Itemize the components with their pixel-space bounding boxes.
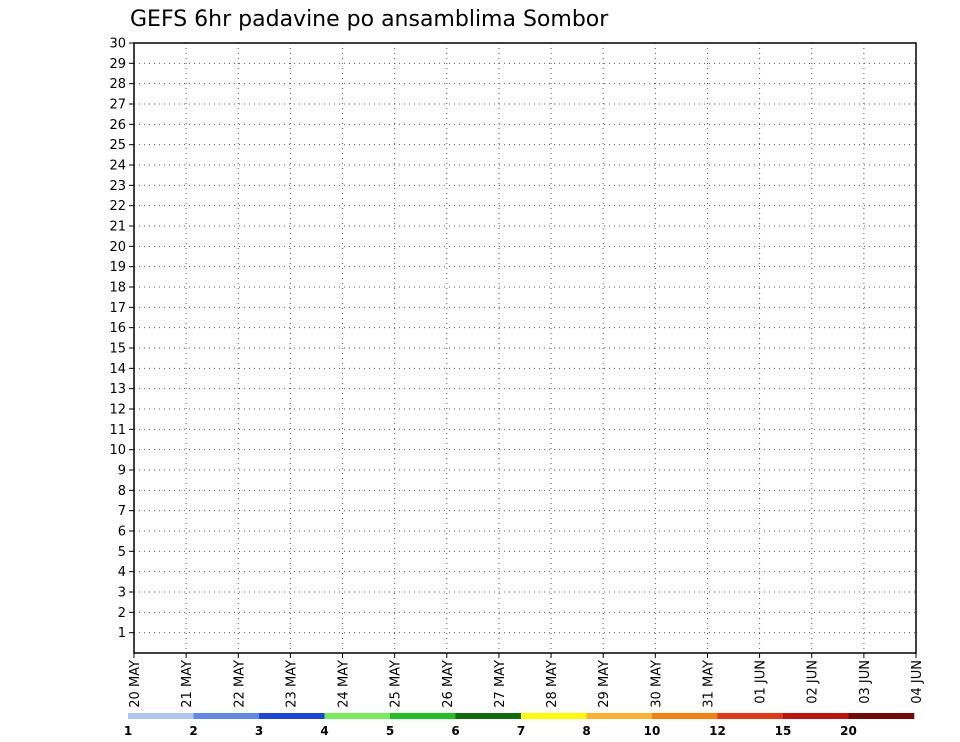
colorbar-swatch — [390, 713, 456, 719]
y-tick-label: 4 — [118, 565, 126, 580]
x-tick-label: 25 MAY — [389, 660, 404, 708]
x-tick-label: 22 MAY — [232, 660, 247, 708]
y-tick-label: 24 — [109, 159, 126, 174]
colorbar: 1 2 3 4 5 6 7 8 10 12 15 20 — [124, 713, 915, 738]
colorbar-label: 6 — [451, 724, 459, 738]
colorbar-swatch — [128, 713, 194, 719]
colorbar-label: 1 — [124, 724, 132, 738]
y-tick-label: 19 — [109, 260, 126, 275]
y-tick-label: 18 — [109, 281, 126, 296]
x-tick-label: 29 MAY — [597, 660, 612, 708]
colorbar-swatch — [586, 713, 653, 719]
colorbar-label: 8 — [582, 724, 590, 738]
colorbar-swatch — [193, 713, 260, 719]
y-tick-label: 12 — [109, 403, 126, 418]
y-tick-label: 11 — [109, 423, 126, 438]
x-axis: 20 MAY 21 MAY 22 MAY 23 MAY 24 MAY 25 MAY 26 M… — [128, 653, 925, 708]
x-tick-label: 21 MAY — [180, 660, 195, 708]
y-tick-label: 2 — [118, 606, 126, 621]
y-tick-label: 5 — [118, 545, 126, 560]
x-tick-label: 23 MAY — [284, 660, 299, 708]
colorbar-label: 12 — [709, 724, 726, 738]
y-tick-label: 16 — [109, 321, 126, 336]
colorbar-swatch — [848, 713, 915, 719]
x-tick-label: 26 MAY — [441, 660, 456, 708]
x-tick-label: 31 MAY — [701, 660, 716, 708]
colorbar-swatch — [259, 713, 325, 719]
x-tick-label: 20 MAY — [128, 660, 143, 708]
y-axis: 1234567891011121314151617181920212223242… — [109, 37, 134, 641]
y-tick-label: 14 — [109, 362, 126, 377]
colorbar-label: 7 — [517, 724, 525, 738]
colorbar-label: 4 — [320, 724, 328, 738]
y-tick-label: 10 — [109, 443, 126, 458]
colorbar-swatch — [783, 713, 849, 719]
colorbar-label: 3 — [255, 724, 263, 738]
y-tick-label: 21 — [109, 220, 126, 235]
y-tick-label: 3 — [118, 586, 126, 601]
x-tick-label: 27 MAY — [493, 660, 508, 708]
grid-lines — [134, 42, 916, 653]
y-tick-label: 20 — [109, 240, 126, 255]
colorbar-swatch — [324, 713, 391, 719]
colorbar-swatch — [455, 713, 522, 719]
colorbar-swatch — [652, 713, 718, 719]
y-tick-label: 6 — [118, 525, 126, 540]
colorbar-label: 5 — [386, 724, 394, 738]
y-tick-label: 13 — [109, 382, 126, 397]
x-tick-label: 28 MAY — [545, 660, 560, 708]
y-tick-label: 1 — [118, 626, 126, 641]
colorbar-label: 2 — [189, 724, 197, 738]
y-tick-label: 17 — [109, 301, 126, 316]
chart-title: GEFS 6hr padavine po ansamblima Sombor — [130, 7, 609, 32]
y-tick-label: 15 — [109, 342, 126, 357]
y-tick-label: 30 — [109, 37, 126, 52]
x-tick-label: 24 MAY — [337, 660, 352, 708]
colorbar-swatch — [717, 713, 784, 719]
y-tick-label: 9 — [118, 464, 126, 479]
colorbar-label: 20 — [840, 724, 857, 738]
x-tick-label: 03 JUN — [858, 660, 873, 704]
y-tick-label: 28 — [109, 77, 126, 92]
y-tick-label: 22 — [109, 199, 126, 214]
y-tick-label: 23 — [109, 179, 126, 194]
y-tick-label: 27 — [109, 98, 126, 113]
colorbar-swatch — [521, 713, 587, 719]
colorbar-label: 15 — [775, 724, 792, 738]
y-tick-label: 8 — [118, 484, 126, 499]
y-tick-label: 25 — [109, 138, 126, 153]
y-tick-label: 26 — [109, 118, 126, 133]
x-tick-label: 01 JUN — [754, 660, 769, 704]
colorbar-label: 10 — [644, 724, 661, 738]
y-tick-label: 29 — [109, 57, 126, 72]
x-tick-label: 04 JUN — [910, 660, 925, 704]
x-tick-label: 02 JUN — [806, 660, 821, 704]
x-tick-label: 30 MAY — [649, 660, 664, 708]
y-tick-label: 7 — [118, 504, 126, 519]
